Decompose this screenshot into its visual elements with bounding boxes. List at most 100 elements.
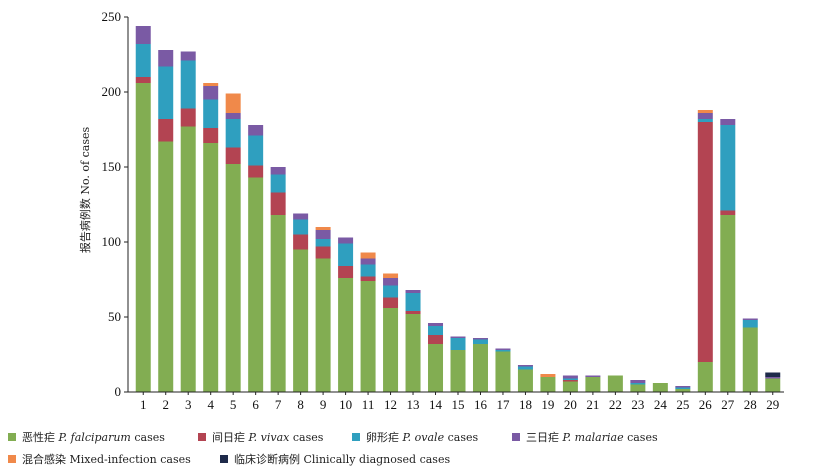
bar-segment (630, 384, 646, 392)
bar-segment (630, 380, 646, 383)
bar-segment (315, 227, 331, 230)
bar-segment (675, 387, 691, 389)
bar-segment (517, 366, 533, 370)
x-tick-label: 23 (631, 397, 644, 412)
bar-segment (315, 239, 331, 247)
x-tick-label: 28 (744, 397, 757, 412)
bar-segment (338, 237, 354, 244)
x-tick-label: 9 (320, 397, 327, 412)
x-tick-label: 12 (384, 397, 397, 412)
bar-segment (450, 350, 466, 392)
bar-segment (540, 377, 556, 392)
bar-segment (338, 278, 354, 392)
bar-segment (338, 243, 354, 266)
bar-segment (495, 348, 511, 350)
bar-segment (383, 297, 399, 308)
bar-segment (270, 167, 286, 175)
bar-segment (360, 264, 376, 277)
y-tick-label: 0 (115, 384, 122, 399)
y-axis-label: 报告病例数 No. of cases (78, 127, 92, 254)
bar-segment (697, 113, 713, 119)
bar-segment (517, 369, 533, 392)
bar-segment (607, 375, 623, 392)
x-tick-label: 8 (297, 397, 304, 412)
x-tick-label: 17 (496, 397, 510, 412)
bar-segment (203, 83, 219, 86)
bar-segment (180, 60, 196, 109)
x-axis-ticks: 1 2 3 4 5 6 7 8 9 10 11 12 13 14 15 16 17 18 19 20 21 22 23 24 2… (140, 392, 779, 412)
bar-segment (293, 249, 309, 392)
bar-segment (675, 389, 691, 392)
bar-segment (720, 210, 736, 215)
x-tick-label: 3 (185, 397, 192, 412)
bar-segment (405, 314, 421, 392)
bar-segment (428, 335, 444, 344)
x-tick-label: 13 (407, 397, 420, 412)
y-tick-label: 200 (102, 84, 122, 99)
bar-segment (472, 338, 488, 340)
bar-segment (765, 377, 781, 379)
bar-segment (630, 383, 646, 385)
bar-segment (450, 336, 466, 338)
y-tick-label: 150 (102, 159, 122, 174)
legend-swatch (512, 433, 520, 441)
bar-segment (158, 141, 174, 392)
y-tick-label: 100 (102, 234, 122, 249)
x-tick-label: 22 (609, 397, 622, 412)
bar-segment (562, 378, 578, 380)
bar-segment (517, 365, 533, 367)
bar-segment (293, 234, 309, 250)
bar-segment (293, 213, 309, 220)
bar-segment (248, 135, 264, 166)
bar-segment (203, 99, 219, 128)
bar-segment (720, 215, 736, 392)
legend-swatch (220, 455, 228, 463)
bar-segment (315, 258, 331, 392)
bar-segment (428, 344, 444, 392)
x-tick-label: 16 (474, 397, 488, 412)
bar-segment (135, 77, 151, 83)
bar-segment (360, 252, 376, 259)
x-tick-label: 6 (252, 397, 259, 412)
x-tick-label: 10 (339, 397, 352, 412)
bar-segment (383, 278, 399, 286)
bar-segment (383, 308, 399, 392)
x-tick-label: 20 (564, 397, 577, 412)
x-tick-label: 7 (275, 397, 282, 412)
bar-segment (585, 375, 601, 377)
bar-segment (135, 26, 151, 44)
bar-segment (405, 293, 421, 311)
bar-segment (225, 119, 241, 148)
legend-label: 混合感染 Mixed-infection cases (22, 452, 191, 466)
bar-segment (360, 258, 376, 265)
bar-segment (765, 378, 781, 392)
legend: 恶性疟 P. falciparum cases 间日疟 P. vivax case… (8, 430, 658, 466)
legend-label: 恶性疟 P. falciparum cases (22, 430, 165, 444)
bar-segment (742, 320, 758, 328)
bar-segment (742, 318, 758, 320)
x-tick-label: 29 (766, 397, 779, 412)
bar-segment (428, 326, 444, 335)
bar-segment (248, 165, 264, 178)
bar-segment (405, 311, 421, 314)
bar-segment (225, 93, 241, 113)
bar-segment (225, 147, 241, 164)
bar-segment (180, 108, 196, 127)
bar-segment (652, 383, 668, 392)
bar-segment (383, 273, 399, 278)
bar-segment (248, 125, 264, 136)
bar-segment (135, 44, 151, 77)
bar-segment (270, 192, 286, 215)
bar-segment (315, 246, 331, 259)
bar-segment (158, 50, 174, 67)
bar-segment (315, 230, 331, 239)
bar-segment (450, 338, 466, 350)
bar-segment (270, 174, 286, 193)
legend-label: 间日疟 P. vivax cases (212, 430, 324, 444)
bar-segment (472, 339, 488, 344)
bar-segment (562, 380, 578, 382)
bar-segment (697, 119, 713, 122)
bar-segment (158, 119, 174, 142)
legend-label: 三日疟 P. malariae cases (526, 430, 658, 444)
